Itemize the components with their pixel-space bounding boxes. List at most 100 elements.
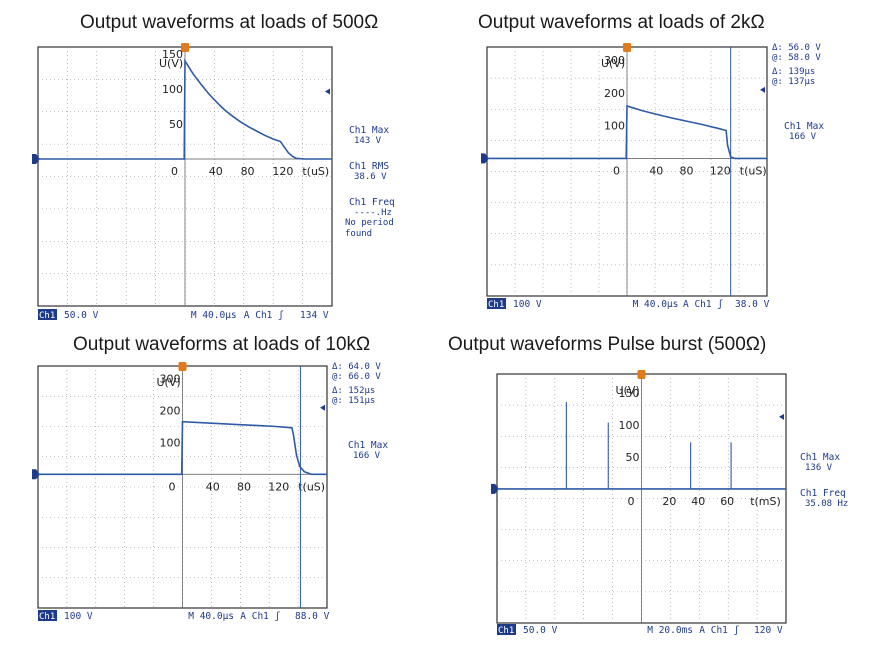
trigger-level-icon: [320, 404, 325, 411]
channel-badge-label: Ch1: [498, 626, 514, 636]
cursor-delta-v: Δ: 56.0 V: [772, 43, 821, 53]
x-tick-label: 120: [268, 480, 289, 493]
y-tick-label: 200: [160, 405, 181, 418]
status-timebase: M 40.0µs: [191, 310, 237, 321]
y-tick-label: 300: [160, 373, 181, 386]
panel-title-10kohm: Output waveforms at loads of 10kΩ: [73, 334, 371, 355]
readout-extra: No period: [345, 218, 394, 228]
readout-value: 166 V: [789, 132, 817, 142]
x-tick-label: 120: [272, 165, 293, 178]
y-tick-label: 300: [604, 54, 625, 67]
waveform-trace: [38, 58, 332, 160]
x-tick-label: 80: [241, 165, 255, 178]
channel-badge-label: Ch1: [488, 300, 504, 310]
y-axis-label: U(V): [601, 57, 625, 70]
trigger-level-icon: [325, 88, 330, 95]
readout-label: Ch1 RMS: [349, 161, 389, 172]
cursor-delta-t: Δ: 152µs: [332, 386, 375, 396]
trigger-marker-icon: [178, 362, 187, 371]
readout-label: Ch1 Freq: [800, 488, 846, 499]
cursor-delta-v: Δ: 64.0 V: [332, 362, 381, 372]
x-tick-label: 60: [720, 495, 734, 508]
channel-badge: [38, 610, 57, 621]
readout-value: 38.6 V: [354, 172, 387, 182]
panel-title-500ohm: Output waveforms at loads of 500Ω: [80, 12, 379, 33]
x-axis-label: t(uS): [298, 480, 325, 493]
cursor-at-v: @: 58.0 V: [772, 53, 821, 63]
y-tick-label: 50: [169, 118, 183, 131]
y-tick-label: 150: [619, 387, 640, 400]
ground-marker-icon: [32, 469, 40, 480]
panel-title-2kohm: Output waveforms at loads of 2kΩ: [478, 12, 765, 33]
panel-title-pulse-burst: Output waveforms Pulse burst (500Ω): [448, 334, 767, 355]
readout-label: Ch1 Max: [348, 440, 388, 451]
y-tick-label: 100: [604, 120, 625, 133]
y-axis-label: U(V): [159, 57, 183, 70]
x-axis-label: t(uS): [740, 164, 767, 177]
status-timebase: M 40.0µs: [188, 611, 234, 622]
x-tick-label: 120: [710, 164, 731, 177]
readout-label: Ch1 Max: [349, 125, 389, 136]
ground-marker-icon: [491, 483, 499, 494]
x-tick-label: 80: [680, 164, 694, 177]
channel-badge: [38, 309, 57, 320]
x-tick-label: 40: [206, 480, 220, 493]
channel-badge: [497, 624, 516, 635]
trigger-marker-icon: [623, 43, 631, 52]
y-tick-label: 100: [160, 436, 181, 449]
status-volts-div: 100 V: [64, 611, 93, 622]
readout-label: Ch1 Max: [800, 452, 840, 463]
status-trigger-level: 88.0 V: [295, 611, 330, 622]
readout-label: Ch1 Max: [784, 121, 824, 132]
x-tick-label: 40: [649, 164, 663, 177]
cursor-at-v: @: 66.0 V: [332, 372, 381, 382]
x-tick-label: 0: [171, 165, 178, 178]
status-trigger: A Ch1 ʃ: [699, 625, 739, 636]
status-timebase: M 40.0µs: [633, 299, 679, 310]
x-tick-label: 0: [613, 164, 620, 177]
x-axis-label: t(mS): [750, 495, 781, 508]
readout-value: 143 V: [354, 136, 382, 146]
channel-badge-label: Ch1: [39, 612, 55, 622]
x-axis-label: t(uS): [302, 165, 329, 178]
x-tick-label: 80: [237, 480, 251, 493]
trigger-marker-icon: [181, 43, 189, 52]
ground-marker-icon: [32, 154, 40, 164]
cursor-at-t: @: 137µs: [772, 77, 815, 87]
status-volts-div: 50.0 V: [64, 310, 99, 321]
y-tick-label: 100: [162, 83, 183, 96]
readout-extra: found: [345, 229, 372, 239]
x-tick-label: 40: [209, 165, 223, 178]
y-axis-label: U(V): [616, 384, 640, 397]
readout-label: Ch1 Freq: [349, 197, 395, 208]
cursor-at-t: @: 151µs: [332, 396, 375, 406]
readout-value: 136 V: [805, 463, 833, 473]
readout-value: ----.Hz: [354, 208, 392, 218]
readout-value: 166 V: [353, 451, 381, 461]
x-tick-label: 0: [628, 495, 635, 508]
ground-marker-icon: [481, 153, 489, 164]
trigger-marker-icon: [637, 370, 646, 379]
x-tick-label: 0: [169, 480, 176, 493]
status-volts-div: 100 V: [513, 299, 542, 310]
readout-value: 35.08 Hz: [805, 499, 848, 509]
status-trigger: A Ch1 ʃ: [244, 310, 284, 321]
status-trigger: A Ch1 ʃ: [240, 611, 280, 622]
cursor-delta-t: Δ: 139µs: [772, 67, 815, 77]
channel-badge-label: Ch1: [39, 311, 55, 321]
status-trigger: A Ch1 ʃ: [683, 299, 723, 310]
status-volts-div: 50.0 V: [523, 625, 558, 636]
x-tick-label: 20: [662, 495, 676, 508]
status-trigger-level: 134 V: [300, 310, 329, 321]
channel-badge: [487, 298, 506, 309]
status-trigger-level: 38.0 V: [735, 299, 770, 310]
y-axis-label: U(V): [157, 376, 181, 389]
status-timebase: M 20.0ms: [647, 625, 693, 636]
y-tick-label: 200: [604, 87, 625, 100]
status-trigger-level: 120 V: [754, 625, 783, 636]
y-tick-label: 50: [626, 451, 640, 464]
